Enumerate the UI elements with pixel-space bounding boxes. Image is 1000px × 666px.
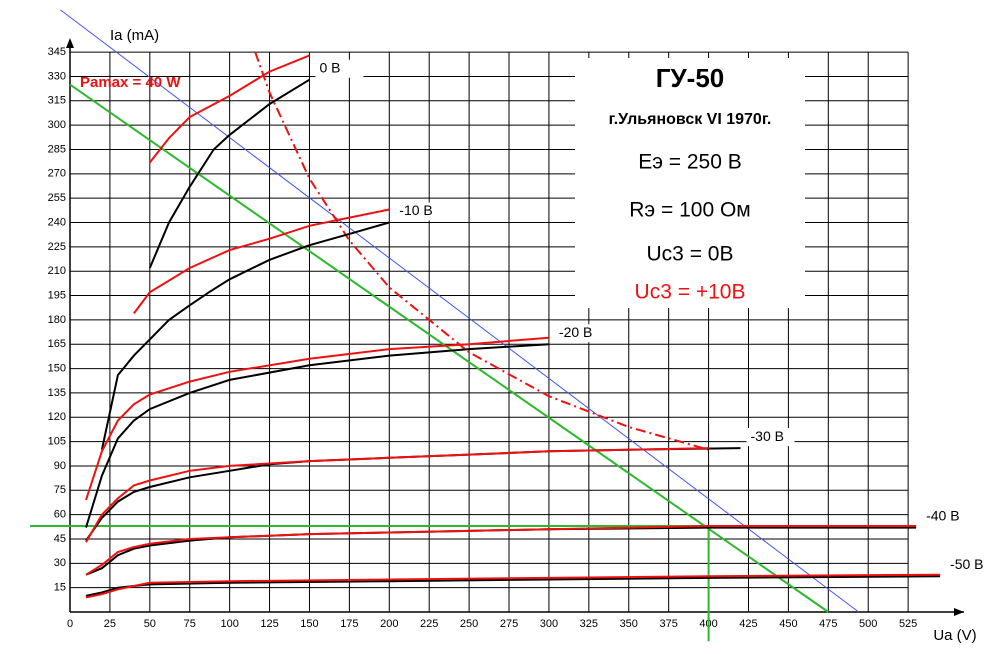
y-tick-label: 105 [48,436,66,448]
chart-title: ГУ-50 [656,63,725,93]
x-tick-label: 350 [620,618,638,630]
x-tick-label: 175 [340,618,358,630]
x-tick-label: 250 [460,618,478,630]
reference-line [69,83,829,613]
x-tick-label: 25 [104,618,116,630]
series-line [149,54,310,164]
series-label: 0 В [319,59,340,75]
x-tick-label: 150 [300,618,318,630]
series-line [85,447,709,543]
x-tick-label: 125 [260,618,278,630]
y-tick-label: 75 [54,484,66,496]
x-axis-arrow [954,608,964,616]
series-label-background [746,428,795,447]
annotation-background [575,58,805,308]
y-tick-label: 255 [48,192,66,204]
x-tick-label: 325 [580,618,598,630]
x-tick-label: 525 [899,618,917,630]
chart-subtitle: г.Ульяновск VI 1970г. [609,111,772,128]
series-label: -40 В [926,507,959,523]
series-label: -20 В [559,324,592,340]
y-tick-label: 120 [48,411,66,423]
annotation: Eэ = 250 В [638,151,742,174]
y-tick-label: 210 [48,265,66,277]
x-tick-label: 75 [184,618,196,630]
y-tick-label: 300 [48,119,66,131]
y-tick-label: 15 [54,582,66,594]
series-label-background [922,507,971,526]
x-tick-label: 450 [779,618,797,630]
series-label-background [315,59,364,78]
series-label: -30 В [751,428,784,444]
y-tick-label: 30 [54,557,66,569]
y-tick-label: 180 [48,314,66,326]
series-line [100,221,390,450]
x-tick-label: 200 [380,618,398,630]
y-tick-label: 285 [48,143,66,155]
y-tick-label: 90 [54,460,66,472]
x-tick-label: 100 [220,618,238,630]
y-axis-arrow [66,38,74,48]
y-tick-label: 270 [48,168,66,180]
series-label-background [395,202,444,221]
legend-text: Uc3 = +10В [635,281,746,304]
y-tick-label: 345 [48,46,66,58]
series-line [85,575,941,597]
series-label: -50 В [950,556,983,572]
x-tick-label: 500 [859,618,877,630]
y-tick-label: 315 [48,95,66,107]
x-tick-label: 425 [739,618,757,630]
power-limit-label: Pamax = 40 W [80,74,181,91]
x-axis-label: Ua (V) [933,627,976,644]
y-tick-label: 135 [48,387,66,399]
y-tick-label: 165 [48,338,66,350]
y-tick-label: 240 [48,216,66,228]
series-label-background [946,556,995,575]
x-tick-label: 300 [540,618,558,630]
y-axis-label: Ia (mA) [110,27,159,44]
power-limit-curve [254,51,709,451]
x-tick-label: 50 [144,618,156,630]
series-line [85,343,549,528]
y-tick-label: 45 [54,533,66,545]
x-tick-label: 225 [420,618,438,630]
y-tick-label: 150 [48,362,66,374]
legend-text: Uc3 = 0В [647,243,734,266]
y-tick-label: 330 [48,70,66,82]
series-line [85,526,917,576]
series-line [148,78,311,269]
series-line [85,573,941,599]
series-line [85,525,917,576]
series-label-background [554,324,603,343]
y-tick-label: 225 [48,241,66,253]
annotation: Rэ = 100 Ом [629,199,750,222]
x-tick-label: 0 [67,618,73,630]
y-tick-label: 195 [48,289,66,301]
x-tick-label: 475 [819,618,837,630]
series-line [133,208,390,315]
y-tick-label: 60 [54,509,66,521]
reference-line [60,9,859,613]
series-label: -10 В [399,202,432,218]
x-tick-label: 275 [500,618,518,630]
series-line [85,336,549,501]
x-tick-label: 375 [659,618,677,630]
